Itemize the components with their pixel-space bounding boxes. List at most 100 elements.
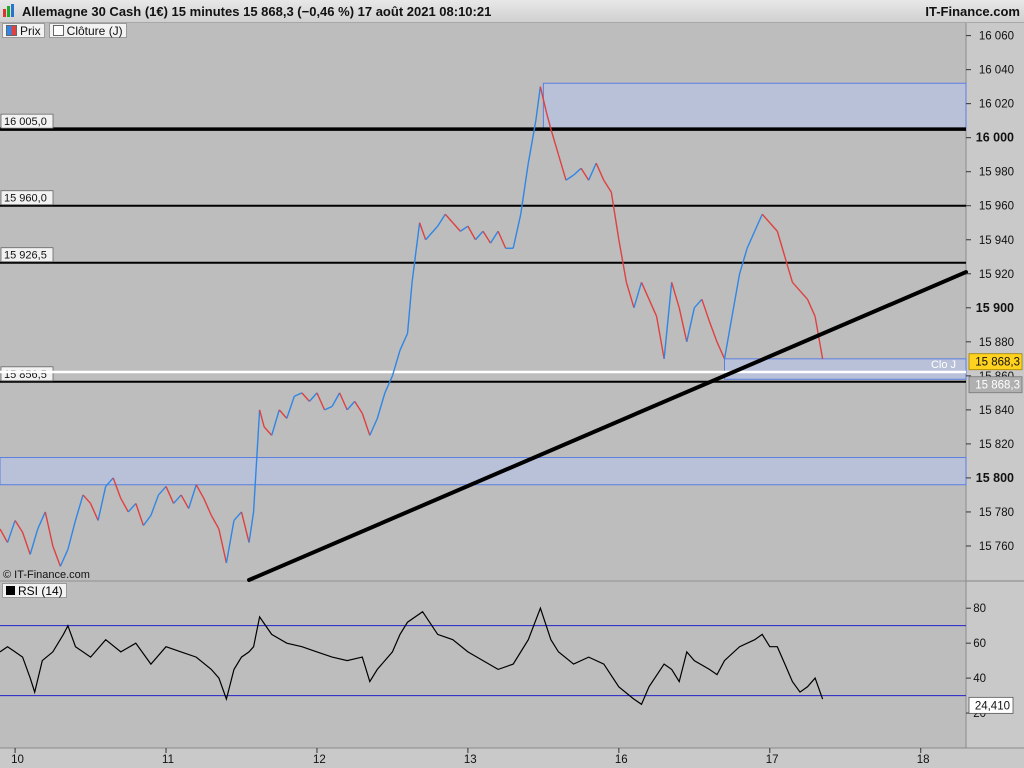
price-segment [52, 545, 62, 567]
last-price-tag [968, 353, 1023, 371]
price-segment [188, 484, 197, 509]
price-segment [14, 520, 24, 533]
chart-app-icon [3, 4, 14, 17]
price-tick-label: 15 880 [979, 337, 1014, 349]
price-segment [625, 282, 635, 309]
price-segment [210, 515, 220, 530]
price-segment [135, 503, 145, 526]
level-label-2: 15 960,0 [4, 193, 47, 205]
price-segment [769, 222, 778, 232]
support-zone-2 [724, 358, 967, 380]
price-segment [716, 341, 726, 360]
legend-label-rsi: RSI (14) [18, 583, 63, 598]
price-legend: Prix Clôture (J) [2, 22, 127, 38]
price-segment [791, 281, 801, 292]
price-segment [655, 316, 665, 359]
time-tick-label: 12 [313, 754, 326, 766]
price-segment [21, 532, 31, 555]
time-tick-label: 11 [162, 754, 174, 766]
price-segment [776, 231, 786, 257]
price-segment [67, 520, 77, 550]
price-segment [399, 333, 409, 351]
legend-item-close[interactable]: Clôture (J) [48, 23, 127, 38]
price-segment [384, 375, 394, 394]
price-segment [640, 282, 650, 300]
price-segment [746, 230, 756, 249]
price-tick-label: 15 840 [979, 405, 1014, 417]
price-segment [565, 174, 574, 181]
price-tick-label: 15 780 [979, 507, 1014, 519]
price-segment [112, 477, 122, 499]
price-tick-label: 16 000 [976, 131, 1014, 145]
price-segment [406, 282, 413, 334]
price-segment [437, 213, 446, 227]
price-segment [731, 273, 741, 317]
price-segment [278, 409, 288, 419]
price-segment [539, 86, 548, 113]
price-swatch-icon [6, 25, 17, 36]
price-segment [580, 167, 590, 181]
price-tick-label: 15 820 [979, 439, 1014, 451]
trend-line [247, 270, 968, 582]
level-tag-3 [0, 247, 54, 263]
price-segment [452, 222, 461, 232]
close-swatch-icon [52, 25, 64, 36]
brand-name: IT-Finance.com [925, 4, 1020, 19]
price-segment [248, 511, 255, 543]
rsi-panel-background [0, 582, 966, 748]
price-segment [648, 299, 658, 317]
price-segment [708, 321, 718, 343]
price-segment [142, 514, 152, 526]
price-segment [240, 511, 250, 543]
price-segment [754, 213, 763, 232]
price-segment [165, 486, 175, 504]
price-segment [258, 409, 265, 428]
price-segment [545, 111, 552, 130]
price-segment [6, 520, 16, 543]
price-segment [701, 299, 711, 322]
price-segment [180, 494, 190, 509]
price-segment [74, 494, 84, 521]
price-segment [482, 230, 492, 244]
price-segment [263, 426, 273, 436]
time-tick-label: 18 [917, 754, 930, 766]
price-segment [550, 128, 560, 155]
legend-item-price[interactable]: Prix [2, 23, 45, 38]
price-segment [527, 120, 537, 164]
price-tick-label: 15 940 [979, 235, 1014, 247]
price-segment [331, 392, 341, 407]
time-tick-label: 13 [464, 754, 477, 766]
price-segment [286, 396, 295, 419]
price-segment [82, 494, 92, 504]
level-label-4: 15 856,5 [4, 369, 47, 381]
price-segment [497, 230, 507, 249]
price-tick-label: 15 960 [979, 201, 1014, 213]
price-segment [411, 222, 421, 283]
price-tick-label: 15 920 [979, 269, 1014, 281]
price-tick-label: 15 980 [979, 167, 1014, 179]
time-axis-background [0, 748, 1024, 768]
price-segment [799, 290, 809, 300]
price-segment [633, 282, 643, 309]
rsi-swatch-icon [6, 586, 15, 595]
price-segment [294, 392, 303, 397]
rsi-last-tag [968, 696, 1014, 714]
price-tick-label: 16 020 [979, 99, 1014, 111]
price-segment [610, 192, 620, 240]
price-segment [127, 502, 137, 513]
price-segment [474, 230, 484, 241]
price-segment [418, 222, 427, 240]
price-segment [761, 213, 771, 224]
price-segment [361, 413, 371, 436]
price-segment [105, 477, 114, 487]
price-segment [0, 528, 9, 543]
price-tick-label: 15 800 [976, 471, 1014, 485]
price-segment [203, 498, 212, 516]
price-segment [233, 511, 243, 521]
level-tag-2 [0, 190, 54, 206]
price-segment [693, 298, 703, 309]
rsi-legend[interactable]: RSI (14) [2, 583, 67, 598]
price-segment [520, 163, 529, 215]
price-segment [225, 520, 235, 564]
